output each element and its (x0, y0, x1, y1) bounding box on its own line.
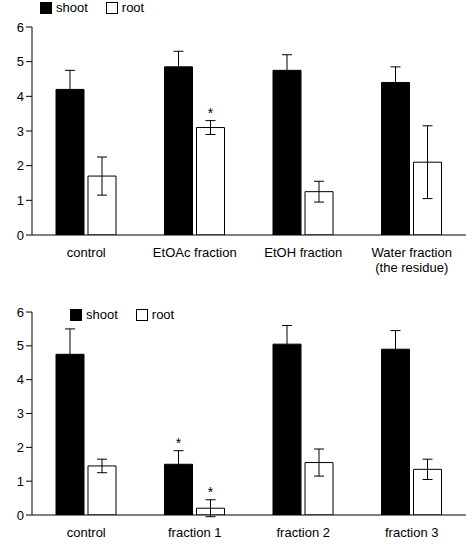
html-text:root: root (121, 0, 145, 15)
svg-text:4: 4 (17, 89, 24, 104)
svg-text:fraction 1: fraction 1 (168, 525, 221, 540)
svg-text:2: 2 (17, 158, 24, 173)
svg-text:0: 0 (17, 228, 24, 243)
svg-text:0: 0 (17, 508, 24, 523)
svg-text:2: 2 (17, 440, 24, 455)
svg-text:EtOH fraction: EtOH fraction (264, 245, 342, 260)
svg-text:control: control (67, 245, 106, 260)
html-text:shoot: shoot (86, 307, 118, 322)
svg-text:fraction 3: fraction 3 (385, 525, 438, 540)
svg-text:5: 5 (17, 54, 24, 69)
svg-text:*: * (176, 435, 182, 451)
svg-text:*: * (208, 484, 214, 500)
svg-text:*: * (208, 105, 214, 121)
svg-text:4: 4 (17, 372, 24, 387)
svg-text:control: control (67, 525, 106, 540)
svg-text:fraction 2: fraction 2 (277, 525, 330, 540)
svg-text:5: 5 (17, 338, 24, 353)
html-text:shoot: shoot (56, 0, 88, 15)
svg-text:1: 1 (17, 474, 24, 489)
svg-text:6: 6 (17, 20, 24, 35)
svg-text:3: 3 (17, 124, 24, 139)
svg-text:EtOAc fraction: EtOAc fraction (153, 245, 237, 260)
svg-text:Water fraction(the residue): Water fraction(the residue) (372, 245, 452, 275)
svg-text:6: 6 (17, 305, 24, 320)
html-text:root: root (151, 307, 175, 322)
svg-text:3: 3 (17, 406, 24, 421)
svg-text:1: 1 (17, 193, 24, 208)
